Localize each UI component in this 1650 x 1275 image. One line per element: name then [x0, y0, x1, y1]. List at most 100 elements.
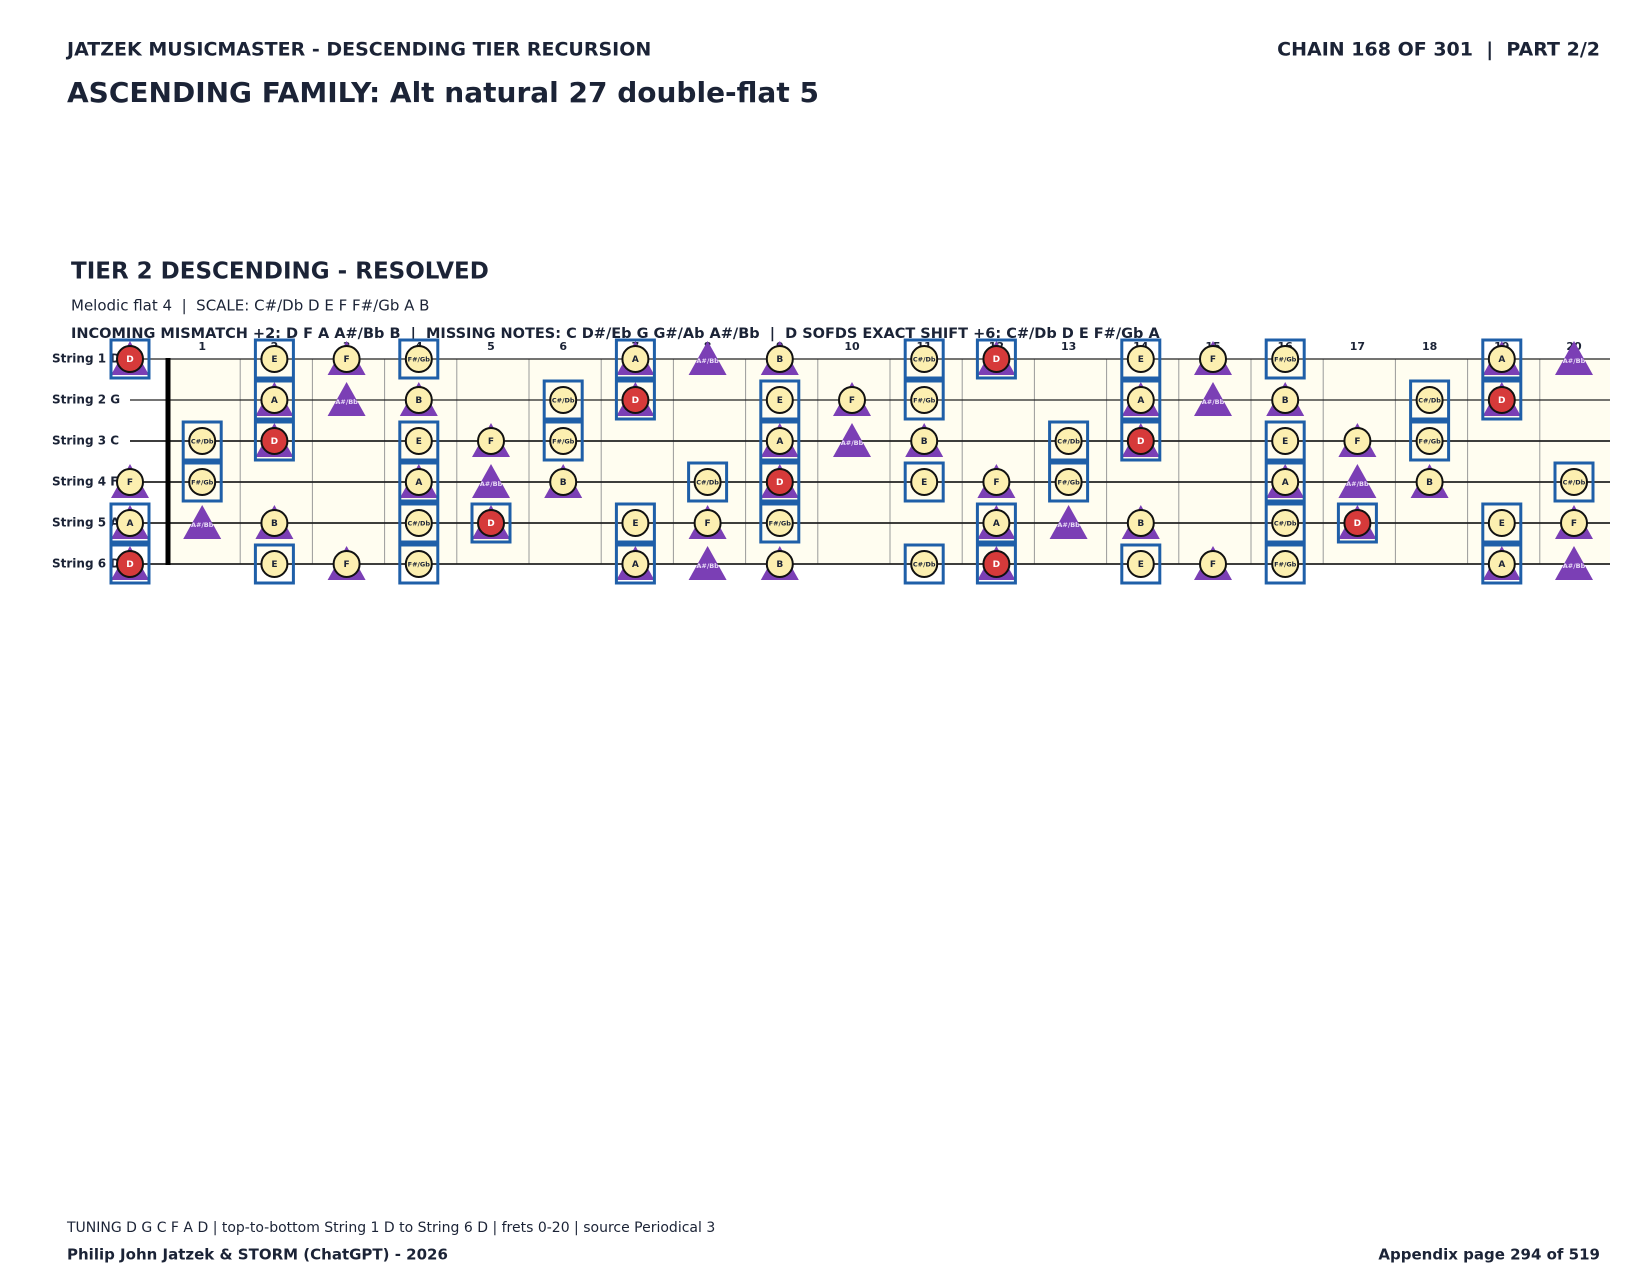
section-title: TIER 2 DESCENDING - RESOLVED — [71, 259, 489, 285]
scale-note — [260, 550, 289, 578]
note-label: A#/Bb — [1202, 398, 1225, 406]
mismatch-triangle — [688, 546, 727, 580]
scale-note — [1487, 550, 1516, 578]
fretboard: 1234567891011121314151617181920String 1 … — [52, 338, 1610, 585]
scale-note — [982, 509, 1011, 537]
note-label: F — [849, 396, 855, 406]
shift-box — [1048, 420, 1090, 462]
note-label: F — [1210, 355, 1216, 365]
scale-note — [1054, 427, 1083, 455]
string-label: String 4 F — [52, 475, 118, 489]
shift-box — [1120, 338, 1162, 380]
mismatch-triangle — [1555, 546, 1593, 580]
note-label: F#/Gb — [1418, 438, 1441, 446]
shift-box — [470, 502, 512, 544]
note-label: A — [415, 478, 422, 488]
shift-box — [1264, 420, 1306, 462]
scale-note — [621, 509, 650, 537]
scale-note — [1415, 386, 1444, 414]
note-label: F — [1210, 560, 1216, 570]
shift-box — [253, 338, 295, 380]
shift-box — [253, 379, 295, 421]
section-info: INCOMING MISMATCH +2: D F A A#/Bb B | MI… — [71, 326, 1160, 342]
scale-note — [549, 386, 578, 414]
shift-box — [614, 338, 656, 380]
note-label: A — [1498, 355, 1505, 365]
note-label: F — [344, 560, 350, 570]
fret-number: 1 — [198, 340, 206, 353]
shift-box — [1264, 338, 1306, 380]
scale-note — [116, 509, 144, 537]
note-label: F#/Gb — [1274, 561, 1297, 569]
note-label: B — [1426, 478, 1433, 488]
shift-box — [903, 461, 945, 503]
scale-note — [404, 509, 433, 537]
note-label: A — [1137, 396, 1144, 406]
scale-note — [477, 427, 505, 455]
scale-note — [1487, 345, 1516, 373]
scale-note — [910, 550, 939, 578]
note-label: A — [127, 519, 134, 529]
note-label: D — [126, 560, 133, 570]
scale-note — [1126, 509, 1155, 537]
shift-box — [1409, 420, 1451, 462]
note-label: B — [921, 437, 928, 447]
scale-note — [1199, 345, 1227, 373]
shift-box — [253, 543, 295, 585]
note-label: E — [1138, 560, 1144, 570]
root-note — [982, 345, 1011, 373]
scale-note — [188, 468, 217, 496]
mismatch-triangle — [688, 341, 727, 375]
note-label: C#/Db — [191, 438, 214, 446]
shift-box — [1409, 379, 1451, 421]
note-label: A — [271, 396, 278, 406]
shift-box — [1120, 420, 1162, 462]
string-label: String 2 G — [52, 393, 120, 407]
note-label: F — [1354, 437, 1360, 447]
scale-note — [765, 386, 794, 414]
note-label: D — [1354, 519, 1361, 529]
scale-note — [1560, 509, 1588, 537]
shift-box — [1264, 502, 1306, 544]
shift-box — [253, 420, 295, 462]
scale-note — [260, 386, 289, 414]
series-title: JATZEK MUSICMASTER - DESCENDING TIER REC… — [65, 39, 651, 61]
footer-note: TUNING D G C F A D | top-to-bottom Strin… — [66, 1220, 715, 1236]
note-label: F — [705, 519, 711, 529]
scale-note — [910, 345, 939, 373]
root-note — [260, 427, 289, 455]
scale-note — [549, 468, 578, 496]
scale-note — [1343, 427, 1372, 455]
scale-note — [1271, 468, 1300, 496]
note-label: F#/Gb — [408, 356, 431, 364]
note-label: F — [127, 478, 133, 488]
shift-box — [759, 461, 801, 503]
fret-number: 17 — [1350, 340, 1365, 353]
scale-note — [1126, 345, 1155, 373]
scale-note — [332, 345, 361, 373]
root-note — [477, 509, 505, 537]
note-label: F — [488, 437, 494, 447]
note-label: E — [632, 519, 638, 529]
mismatch-triangle — [1555, 341, 1593, 375]
note-label: A#/Bb — [1563, 562, 1586, 570]
note-label: D — [632, 396, 639, 406]
note-label: F#/Gb — [408, 561, 431, 569]
shift-box — [975, 543, 1017, 585]
scale-note — [621, 345, 650, 373]
fret-number: 10 — [844, 340, 860, 353]
note-label: D — [776, 478, 783, 488]
note-label: D — [271, 437, 278, 447]
fret-number: 5 — [487, 340, 495, 353]
scale-note — [1271, 345, 1300, 373]
scale-note — [404, 427, 433, 455]
note-label: F — [993, 478, 999, 488]
shift-box — [759, 420, 801, 462]
note-label: B — [560, 478, 567, 488]
note-label: F#/Gb — [191, 479, 214, 487]
note-label: A — [993, 519, 1000, 529]
note-label: A#/Bb — [696, 562, 719, 570]
shift-box — [1481, 502, 1523, 544]
root-note — [1126, 427, 1155, 455]
scale-note — [1560, 468, 1588, 496]
